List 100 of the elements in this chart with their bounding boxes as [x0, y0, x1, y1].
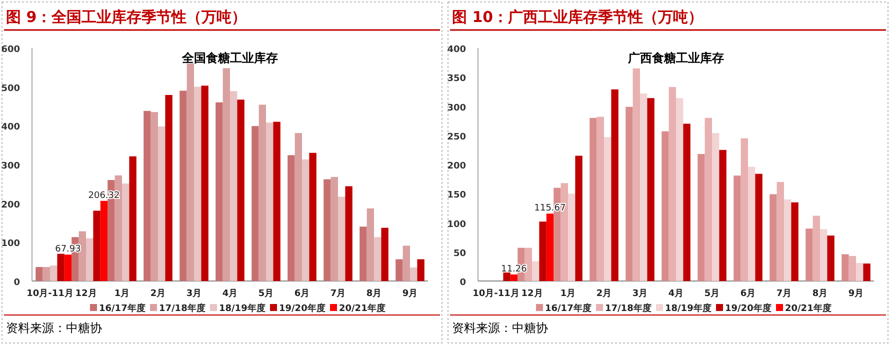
y-tick-label: 350	[447, 74, 466, 84]
bar	[827, 236, 834, 281]
x-tick-label: 10月-11月	[472, 288, 520, 299]
bar	[180, 90, 187, 281]
bar	[568, 194, 576, 281]
x-tick-label: 7月	[776, 288, 792, 299]
bar	[324, 179, 331, 281]
bar	[590, 118, 597, 281]
chart-title: 图 9：全国工业库存季节性（万吨）	[6, 8, 247, 26]
bar	[381, 228, 388, 281]
bar	[309, 152, 316, 281]
bar	[410, 267, 418, 281]
bar	[848, 256, 856, 281]
legend-label: 19/20年度	[279, 303, 326, 314]
chart-subtitle: 全国食糖工业库存	[181, 51, 278, 65]
bar	[36, 267, 43, 281]
bar	[374, 237, 382, 281]
bar	[740, 138, 748, 281]
x-tick-label: 5月	[258, 288, 274, 299]
bar	[604, 137, 612, 281]
y-tick-label: 200	[1, 200, 20, 210]
bar	[856, 262, 864, 281]
bar	[93, 210, 100, 281]
bar	[596, 116, 604, 281]
y-tick-label: 200	[447, 162, 466, 172]
bar	[647, 98, 654, 281]
legend-label: 20/21年度	[339, 303, 386, 314]
bar	[791, 202, 798, 281]
bar	[50, 265, 58, 281]
bar	[64, 254, 72, 281]
bar	[668, 87, 676, 281]
bar	[129, 156, 136, 281]
y-tick-label: 150	[447, 190, 466, 201]
bar	[863, 264, 870, 281]
bar	[704, 118, 712, 281]
bar	[611, 89, 618, 281]
x-tick-label: 8月	[812, 288, 828, 299]
bar	[748, 166, 756, 281]
bar	[258, 104, 266, 281]
bar	[302, 159, 310, 281]
bar	[776, 182, 784, 281]
text: 资料来源：中糖协	[6, 321, 102, 335]
x-tick-label: 6月	[740, 288, 756, 299]
x-tick-label: 4月	[222, 288, 238, 299]
bar	[640, 93, 648, 281]
data-label: 11.26	[501, 264, 528, 274]
legend-label: 19/20年度	[725, 303, 772, 314]
x-tick-label: 5月	[704, 288, 720, 299]
bar	[252, 126, 259, 281]
bar	[144, 110, 151, 281]
y-tick-label: 500	[1, 84, 20, 94]
bar	[100, 200, 108, 281]
bar	[266, 122, 274, 281]
bar	[237, 100, 244, 281]
bar	[755, 174, 762, 281]
bar	[734, 176, 741, 281]
bar	[676, 98, 684, 281]
bar	[662, 131, 669, 281]
y-tick-label: 600	[1, 45, 20, 55]
bar	[806, 228, 813, 281]
legend-label: 18/19年度	[219, 303, 266, 314]
y-tick-label: 400	[447, 45, 466, 55]
bar	[539, 222, 546, 281]
bar	[345, 186, 352, 281]
x-tick-label: 1月	[560, 288, 576, 299]
bar	[86, 238, 94, 281]
legend-label: 16/17年度	[545, 303, 592, 314]
legend-label: 17/18年度	[605, 303, 652, 314]
bar	[122, 184, 130, 281]
x-tick-label: 12月	[521, 288, 543, 299]
bar	[273, 122, 280, 281]
y-tick-label: 300	[1, 162, 20, 172]
y-tick-label: 400	[1, 122, 20, 133]
bar	[712, 133, 720, 281]
x-tick-label: 2月	[596, 288, 612, 299]
bar	[201, 86, 208, 281]
x-tick-label: 8月	[366, 288, 382, 299]
bar	[532, 261, 540, 281]
bar	[158, 126, 166, 281]
bar	[150, 112, 158, 281]
bar	[812, 216, 820, 281]
bar	[294, 133, 302, 281]
bar	[288, 155, 295, 281]
bar	[330, 176, 338, 281]
bar	[222, 68, 230, 281]
x-tick-label: 1月	[114, 288, 130, 299]
bar	[338, 196, 346, 281]
y-tick-label: 250	[447, 132, 466, 142]
bar	[820, 229, 828, 281]
y-tick-label: 0	[14, 278, 20, 288]
bar	[230, 91, 238, 281]
legend-label: 16/17年度	[99, 303, 146, 314]
bar	[194, 86, 202, 281]
bar	[698, 154, 705, 281]
x-tick-label: 12月	[75, 288, 97, 299]
chart-subtitle: 广西食糖工业库存	[627, 51, 724, 65]
x-tick-label: 3月	[186, 288, 202, 299]
bar	[42, 267, 50, 281]
x-tick-label: 3月	[632, 288, 648, 299]
bar	[510, 274, 518, 281]
